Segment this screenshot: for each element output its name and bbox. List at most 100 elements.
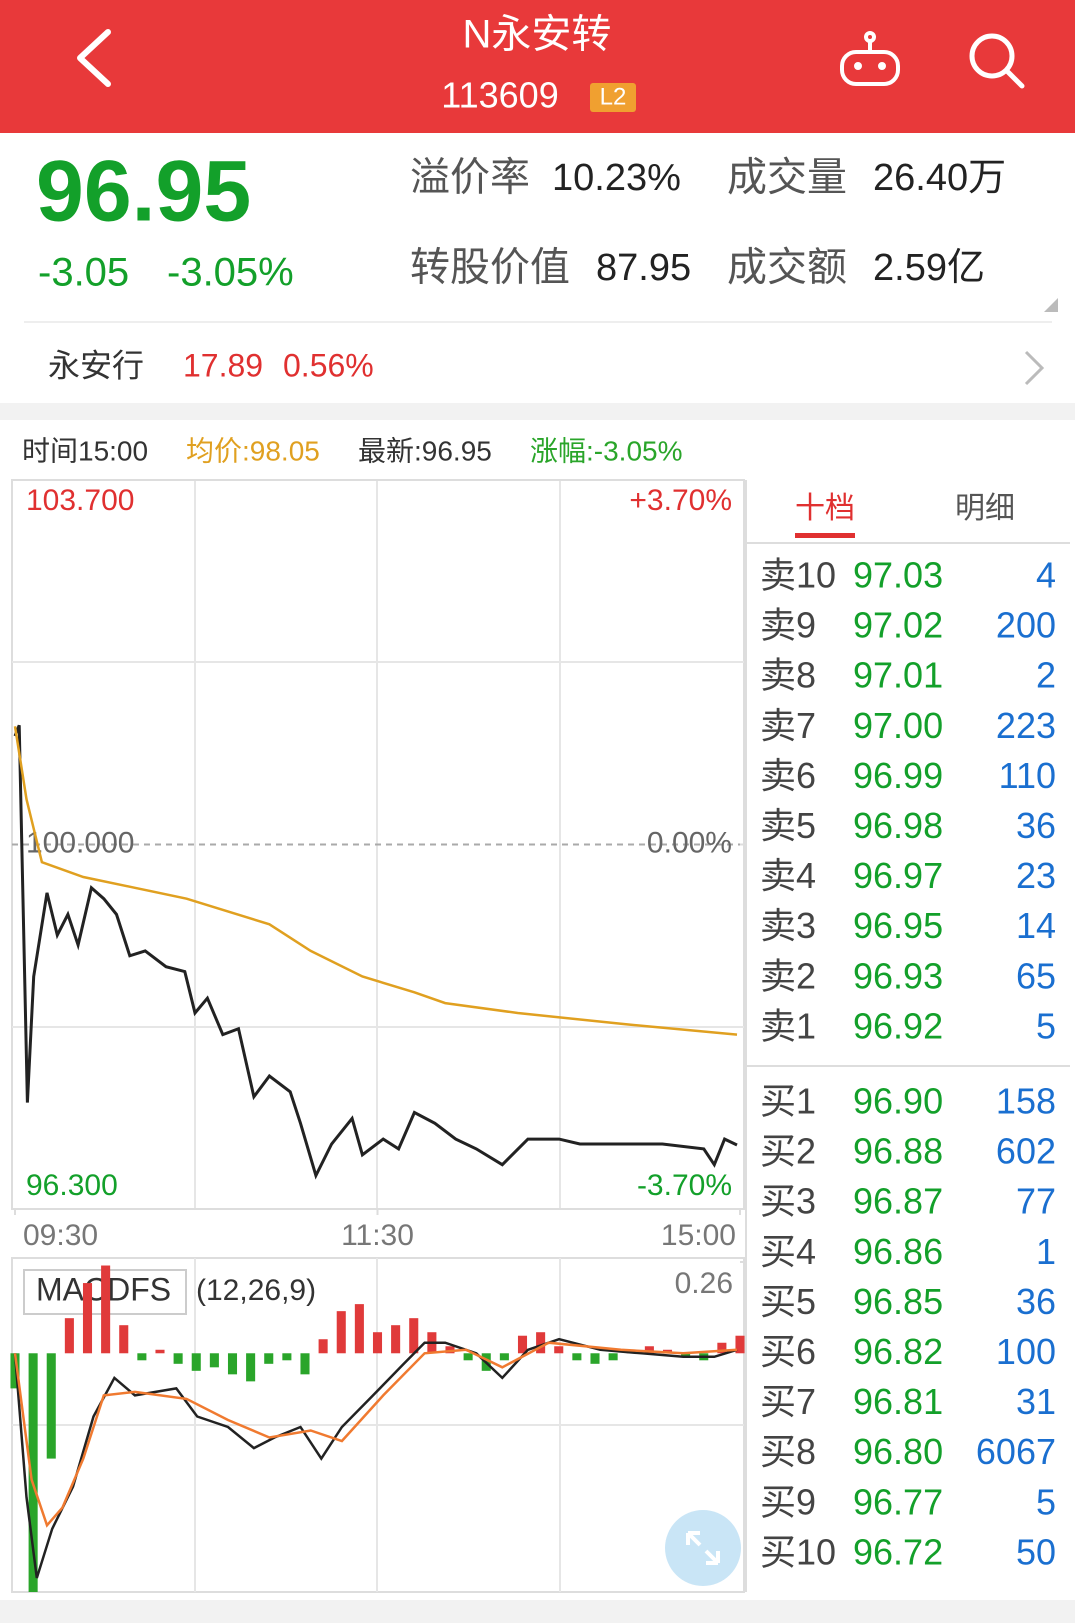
macd-bar	[536, 1332, 546, 1354]
book-price: 96.95	[853, 905, 943, 946]
info-time: 时间15:00	[22, 435, 148, 466]
corner-mark	[1044, 298, 1058, 312]
book-price: 96.97	[853, 855, 943, 896]
macd-bar	[644, 1346, 654, 1354]
price-line	[13, 724, 738, 1180]
book-label: 买9	[760, 1481, 816, 1522]
stock-name[interactable]: 永安行	[48, 347, 144, 383]
book-price: 96.99	[853, 755, 943, 796]
macd-bar	[590, 1353, 600, 1364]
book-label: 买10	[760, 1531, 836, 1572]
book-volume: 602	[996, 1131, 1056, 1172]
book-price: 96.85	[853, 1281, 943, 1322]
chevron[interactable]	[1024, 350, 1045, 386]
search-button[interactable]	[969, 33, 1025, 89]
book-label: 买7	[760, 1381, 816, 1422]
macd-bar	[264, 1353, 274, 1364]
book-volume: 5	[1036, 1481, 1056, 1522]
macd-bar	[282, 1353, 292, 1361]
macd-bar	[82, 1283, 93, 1354]
tab[interactable]: 明细	[955, 492, 1015, 525]
book-volume: 100	[996, 1331, 1056, 1372]
book-volume: 36	[1016, 1281, 1056, 1322]
book-price: 96.93	[853, 955, 943, 996]
title: N永安转	[463, 13, 612, 57]
book-volume: 36	[1016, 805, 1056, 846]
macd-bar	[46, 1353, 56, 1459]
macd-bar	[572, 1353, 582, 1361]
book-price: 96.81	[853, 1381, 943, 1422]
book-volume: 110	[999, 755, 1056, 796]
macd-bar	[445, 1346, 455, 1354]
gap	[0, 403, 1075, 420]
book-label: 卖2	[760, 955, 816, 996]
book-price: 96.87	[853, 1181, 943, 1222]
book-price: 97.03	[853, 555, 943, 596]
book-price: 96.90	[853, 1081, 943, 1122]
macd-bar	[28, 1353, 38, 1592]
macd-bar	[409, 1318, 419, 1354]
info-last: 最新:96.95	[358, 435, 492, 466]
book-label: 卖5	[760, 805, 816, 846]
book-price: 96.82	[853, 1331, 943, 1372]
macd-bar	[101, 1265, 111, 1354]
book-volume: 5	[1036, 1005, 1056, 1046]
book-label: 买6	[760, 1331, 816, 1372]
macd-bar	[173, 1353, 183, 1364]
book-price: 96.80	[853, 1431, 943, 1472]
book-volume: 31	[1016, 1381, 1056, 1422]
code: 113609	[441, 75, 558, 116]
macd-bar	[717, 1342, 727, 1354]
book-volume: 65	[1016, 955, 1056, 996]
book-label: 卖6	[760, 755, 816, 796]
book-label: 买5	[760, 1281, 816, 1322]
book-label: 买2	[760, 1131, 816, 1172]
macd-bar	[463, 1353, 473, 1361]
book-label: 卖9	[760, 605, 816, 646]
macd-bar	[336, 1311, 346, 1354]
stat-value: 87.95	[596, 247, 691, 289]
book-price: 96.72	[853, 1531, 943, 1572]
stat-label: 成交量	[727, 156, 847, 200]
macd-bar	[246, 1353, 256, 1382]
last-price: 96.95	[36, 144, 251, 240]
expand-button[interactable]	[665, 1510, 741, 1586]
macd-line	[13, 1341, 738, 1528]
book-price: 96.92	[853, 1005, 943, 1046]
y-tick-label: 0.26	[675, 1267, 733, 1300]
stock-change: 0.56%	[283, 347, 374, 383]
macd-bar	[354, 1304, 364, 1354]
book-volume: 1	[1036, 1231, 1056, 1272]
book-price: 97.01	[853, 655, 943, 696]
book-label: 卖1	[760, 1005, 816, 1046]
macd-bar	[554, 1346, 564, 1354]
y2-tick-label: +3.70%	[629, 484, 732, 517]
macd-bar	[155, 1349, 165, 1354]
change-pct: -3.05%	[167, 251, 294, 295]
indicator-params: (12,26,9)	[196, 1274, 316, 1307]
robot-button[interactable]	[840, 31, 900, 86]
stat-label: 转股价值	[410, 246, 570, 290]
macd-bar	[300, 1353, 310, 1375]
macd-bar	[64, 1318, 74, 1354]
book-volume: 2	[1036, 655, 1056, 696]
tab-active[interactable]: 十档	[795, 492, 855, 525]
book-label: 买8	[760, 1431, 816, 1472]
badge-bg	[590, 83, 636, 112]
back-button[interactable]	[77, 29, 111, 87]
book-label: 卖10	[760, 555, 836, 596]
badge: L2	[600, 83, 627, 110]
book-volume: 158	[996, 1081, 1056, 1122]
macd-bar	[517, 1335, 528, 1354]
change: -3.05	[38, 251, 129, 295]
book-volume: 50	[1016, 1531, 1056, 1572]
bottom-gap	[0, 1600, 1075, 1623]
macd-bar	[318, 1339, 328, 1354]
y-tick-label: 103.700	[26, 484, 134, 517]
macd-bar	[191, 1353, 201, 1371]
macd-bar	[227, 1353, 238, 1375]
book-volume: 200	[996, 605, 1056, 646]
book-label: 买1	[760, 1081, 816, 1122]
